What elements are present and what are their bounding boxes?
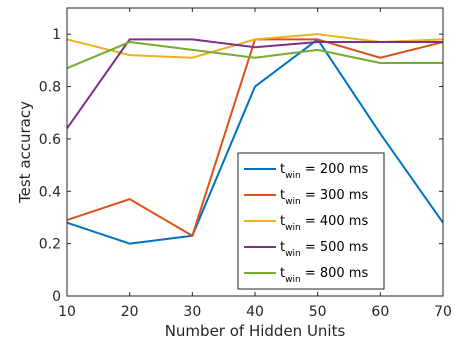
x-axis-label: Number of Hidden Units [165,322,346,340]
legend-entry-subscript: win [285,171,301,181]
legend-entry-1: twin = 200 ms [280,162,368,181]
y-tick-label: 0.2 [39,237,61,253]
plot-area [66,33,444,245]
legend-entry-rest: = 300 ms [301,188,369,203]
y-tick-label: 1 [52,27,61,43]
series-line-3 [66,33,444,59]
y-tick-label: 0.6 [39,132,61,148]
legend-entry-rest: = 500 ms [301,240,369,255]
legend-entry-subscript: win [285,249,301,259]
legend-entry-main: t [280,162,285,177]
axes: 10 20 30 40 50 60 70 0 0.2 0.4 0.6 0.8 1 [39,7,452,320]
y-tick-label: 0.4 [39,184,61,200]
x-tick-label: 30 [183,304,201,320]
series-line-1 [66,38,444,245]
x-tick-label: 10 [58,304,76,320]
legend-entry-3: twin = 400 ms [280,214,368,233]
legend-entry-5: twin = 800 ms [280,266,368,285]
x-tick-label: 40 [246,304,264,320]
x-tick-label: 70 [434,304,452,320]
legend-entry-main: t [280,188,285,203]
legend-entry-subscript: win [285,197,301,207]
y-axis-label: Test accuracy [16,101,34,204]
legend-entry-subscript: win [285,223,301,233]
legend-entry-main: t [280,240,285,255]
series-line-4 [66,38,443,130]
legend-entry-2: twin = 300 ms [280,188,368,207]
legend-entry-rest: = 400 ms [301,214,369,229]
legend-entry-rest: = 200 ms [301,162,369,177]
legend-entry-main: t [280,266,285,281]
series-line-5 [66,41,443,70]
legend-entry-subscript: win [285,275,301,285]
legend-entry-4: twin = 500 ms [280,240,368,259]
y-tick-label: 0 [52,289,61,305]
legend-entry-main: t [280,214,285,229]
legend-entry-rest: = 800 ms [301,266,369,281]
x-tick-label: 50 [309,304,327,320]
y-tick-label: 0.8 [39,80,61,96]
x-tick-label: 60 [371,304,389,320]
x-tick-label: 20 [121,304,139,320]
